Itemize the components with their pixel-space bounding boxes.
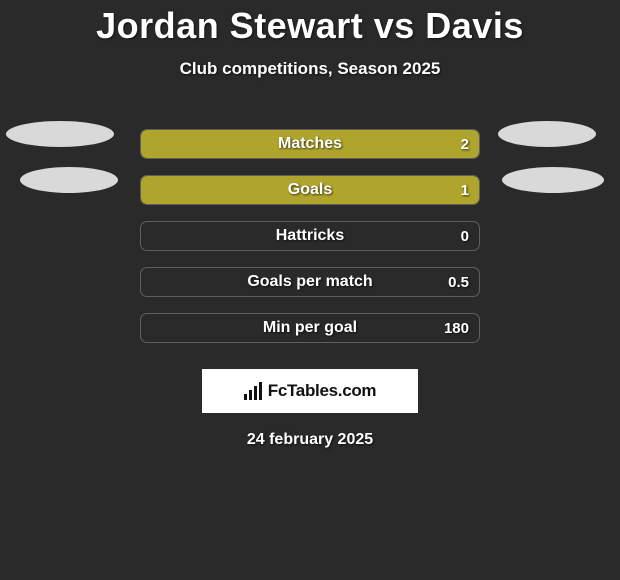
stat-bar: Min per goal 180 [140,313,480,343]
stat-value: 2 [461,130,469,158]
stat-row: Hattricks 0 [0,213,620,259]
stat-label: Hattricks [141,222,479,250]
page-root: Jordan Stewart vs Davis Club competition… [0,0,620,449]
brand-logo-icon [244,382,262,400]
stat-label: Goals [141,176,479,204]
stat-value: 1 [461,176,469,204]
stat-value: 0 [461,222,469,250]
comparison-chart: Matches 2 Goals 1 Hattricks 0 Goals per … [0,121,620,351]
stat-bar: Goals 1 [140,175,480,205]
stat-label: Goals per match [141,268,479,296]
page-title: Jordan Stewart vs Davis [0,5,620,47]
stat-bar: Goals per match 0.5 [140,267,480,297]
stat-row: Goals 1 [0,167,620,213]
footer-date: 24 february 2025 [0,431,620,449]
stat-row: Matches 2 [0,121,620,167]
stat-row: Goals per match 0.5 [0,259,620,305]
stat-bar: Matches 2 [140,129,480,159]
brand-text: FcTables.com [268,381,377,401]
stat-bar: Hattricks 0 [140,221,480,251]
stat-label: Min per goal [141,314,479,342]
stat-row: Min per goal 180 [0,305,620,351]
stat-label: Matches [141,130,479,158]
stat-value: 0.5 [448,268,469,296]
page-subtitle: Club competitions, Season 2025 [0,59,620,79]
stat-value: 180 [444,314,469,342]
brand-badge[interactable]: FcTables.com [202,369,418,413]
